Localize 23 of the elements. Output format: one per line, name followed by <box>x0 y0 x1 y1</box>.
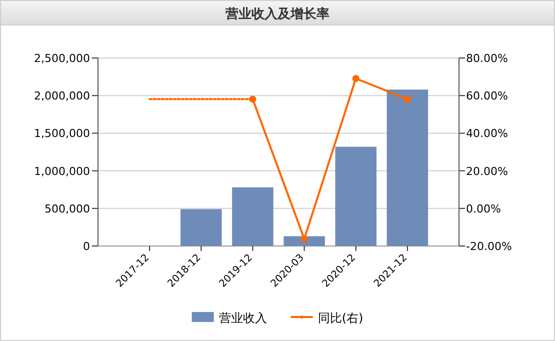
y2-tick-label: 20.00% <box>466 164 508 178</box>
bar <box>180 209 222 246</box>
bar <box>284 236 325 246</box>
bar <box>232 187 274 246</box>
y-tick-label: 2,500,000 <box>34 52 90 65</box>
legend-label: 营业收入 <box>218 311 267 325</box>
y2-tick-label: 60.00% <box>466 90 508 103</box>
y-tick-label: 2,000,000 <box>34 90 90 103</box>
y-tick-label: 500,000 <box>44 202 90 216</box>
point <box>352 74 360 82</box>
y-tick-label: 0 <box>83 240 90 253</box>
y2-tick-label: 40.00% <box>466 127 508 140</box>
y-tick-label: 1,500,000 <box>34 127 90 140</box>
y2-tick-label: 80.00% <box>466 52 508 65</box>
y2-tick-label: -20.00% <box>466 240 512 253</box>
point <box>404 96 411 103</box>
y-tick-label: 1,000,000 <box>34 164 90 178</box>
point <box>300 235 308 242</box>
chart-title: 营业收入及增长率 <box>224 6 330 22</box>
bar <box>386 90 428 246</box>
legend-label: 同比(右) <box>318 311 364 325</box>
y2-tick-label: 0.00% <box>466 202 501 216</box>
bar <box>335 146 376 246</box>
